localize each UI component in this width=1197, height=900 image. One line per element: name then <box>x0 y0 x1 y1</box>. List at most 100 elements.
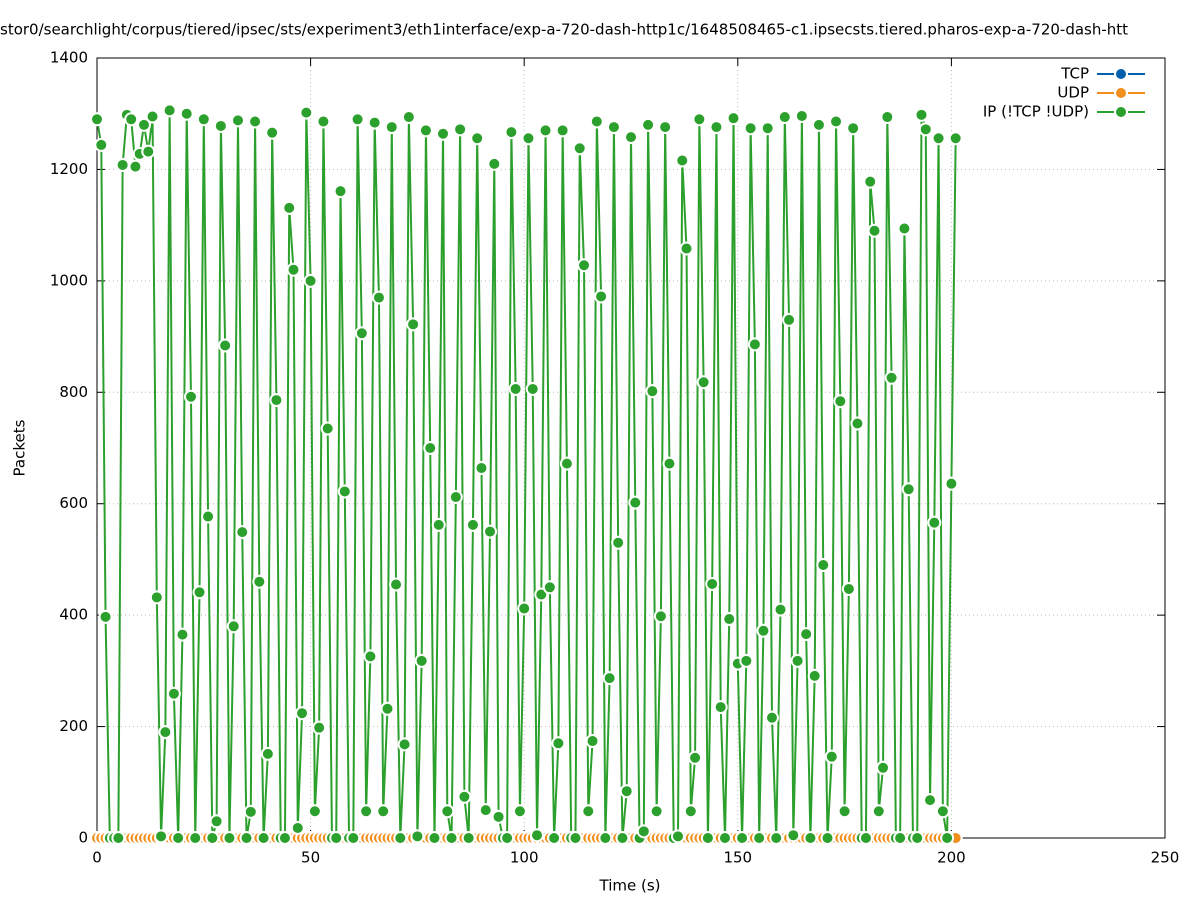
data-point <box>350 112 365 127</box>
data-point <box>230 113 245 128</box>
x-tick-label: 0 <box>92 849 102 867</box>
data-point <box>149 590 164 605</box>
data-point <box>380 701 395 716</box>
data-point <box>201 509 216 524</box>
data-point <box>448 490 463 505</box>
data-point <box>98 609 113 624</box>
data-point <box>530 828 545 843</box>
data-point <box>551 736 566 751</box>
data-point <box>884 370 899 385</box>
data-point <box>914 107 929 122</box>
data-point <box>188 831 203 845</box>
data-point <box>286 262 301 277</box>
data-point <box>538 123 553 138</box>
data-point <box>782 312 797 327</box>
data-point <box>295 706 310 721</box>
data-point <box>333 184 348 199</box>
data-point <box>414 653 429 668</box>
data-point <box>944 476 959 491</box>
data-point <box>867 223 882 238</box>
data-point <box>393 831 408 845</box>
data-point <box>483 524 498 539</box>
data-point <box>837 804 852 819</box>
data-point <box>577 258 592 273</box>
data-point <box>508 381 523 396</box>
y-tick-label: 1400 <box>50 49 88 67</box>
data-point <box>790 653 805 668</box>
data-point <box>303 273 318 288</box>
x-tick-label: 200 <box>937 849 966 867</box>
data-point <box>337 484 352 499</box>
legend-label: UDP <box>1057 84 1089 102</box>
data-point <box>175 627 190 642</box>
x-tick-label: 100 <box>510 849 539 867</box>
data-point <box>166 686 181 701</box>
data-point <box>256 831 271 845</box>
data-point <box>213 118 228 133</box>
data-point <box>389 577 404 592</box>
data-point <box>542 580 557 595</box>
data-point <box>521 131 536 146</box>
data-point <box>841 581 856 596</box>
legend-label: TCP <box>1060 65 1089 83</box>
data-point <box>312 720 327 735</box>
data-point <box>162 103 177 118</box>
data-point <box>474 461 489 476</box>
data-point <box>226 619 241 634</box>
data-point <box>658 120 673 135</box>
data-point <box>705 576 720 591</box>
data-point <box>111 831 126 845</box>
data-point <box>440 804 455 819</box>
data-point <box>124 112 139 127</box>
data-point <box>871 804 886 819</box>
data-point <box>739 653 754 668</box>
data-point <box>354 326 369 341</box>
data-point <box>299 105 314 120</box>
data-point <box>777 110 792 125</box>
data-point <box>880 110 895 125</box>
data-point <box>675 153 690 168</box>
data-point <box>367 115 382 130</box>
x-axis-label: Time (s) <box>599 877 661 895</box>
data-point <box>196 112 211 127</box>
data-point <box>700 831 715 845</box>
data-point <box>277 831 292 845</box>
data-point <box>923 793 938 808</box>
y-tick-label: 0 <box>78 829 88 847</box>
data-point <box>589 114 604 129</box>
data-point <box>418 123 433 138</box>
data-point <box>568 831 583 845</box>
y-axis-label: Packets <box>11 419 29 476</box>
data-point <box>747 337 762 352</box>
data-point <box>260 746 275 761</box>
data-point <box>786 828 801 843</box>
data-point <box>363 649 378 664</box>
data-point <box>811 117 826 132</box>
data-point <box>218 338 233 353</box>
data-point <box>329 831 344 845</box>
data-point <box>94 137 109 152</box>
data-point <box>183 389 198 404</box>
data-point <box>769 831 784 845</box>
data-point <box>141 144 156 159</box>
data-point <box>401 110 416 125</box>
data-point <box>833 394 848 409</box>
data-point <box>816 558 831 572</box>
data-point <box>756 623 771 638</box>
data-point <box>128 159 143 174</box>
data-point <box>436 126 451 141</box>
data-point <box>222 831 237 845</box>
data-point <box>504 125 519 140</box>
data-point <box>803 831 818 845</box>
legend-label: IP (!TCP !UDP) <box>983 103 1089 121</box>
data-point <box>940 831 955 845</box>
y-tick-label: 200 <box>59 717 88 735</box>
x-tick-label: 250 <box>1151 849 1180 867</box>
data-point <box>431 517 446 532</box>
data-point <box>824 749 839 764</box>
x-tick-label: 50 <box>301 849 320 867</box>
x-tick-label: 150 <box>723 849 752 867</box>
data-point <box>487 156 502 171</box>
data-point <box>807 668 822 683</box>
